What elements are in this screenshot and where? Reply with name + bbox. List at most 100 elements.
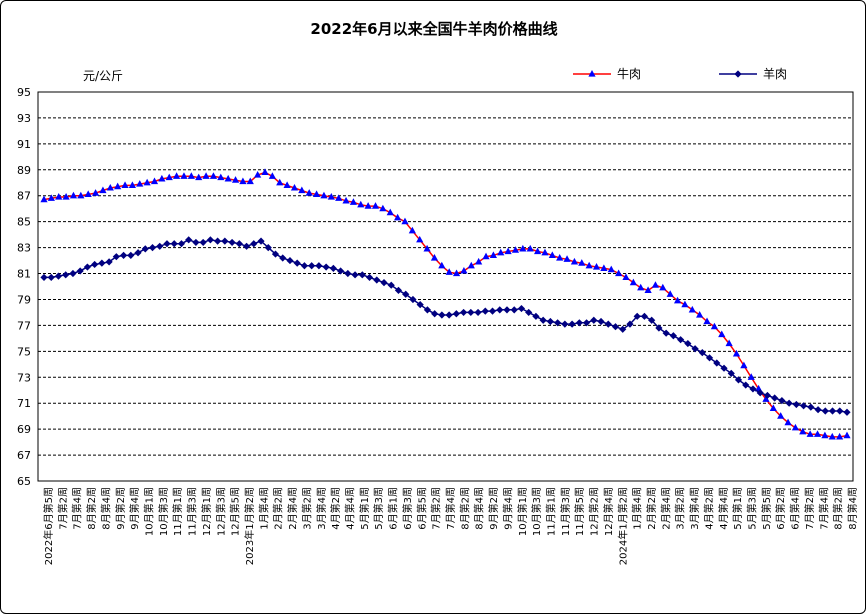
data-point-beef <box>681 300 689 308</box>
data-point-mutton <box>698 349 706 357</box>
data-point-mutton <box>373 276 381 284</box>
data-point-beef <box>55 193 63 200</box>
data-point-mutton <box>604 320 612 328</box>
data-point-beef <box>136 180 144 187</box>
data-point-beef <box>703 317 711 325</box>
data-point-beef <box>489 251 497 258</box>
data-point-beef <box>401 217 409 225</box>
data-point-beef <box>769 404 777 411</box>
data-point-mutton <box>771 394 779 402</box>
y-tick-label: 65 <box>17 475 31 488</box>
x-tick-label: 8月第2周 <box>85 487 98 530</box>
data-point-beef <box>371 202 380 209</box>
x-tick-label: 5月第1周 <box>731 487 744 530</box>
data-point-mutton <box>351 271 359 279</box>
x-tick-label: 9月第2周 <box>487 487 500 530</box>
data-point-mutton <box>431 310 439 318</box>
x-axis-ticks: 2022年6月第5周 7月第2周 7月第4周 8月第2周 8月第4周 9月第2周 9月第4周… <box>42 487 859 565</box>
data-point-mutton <box>821 407 829 415</box>
data-point-mutton <box>546 317 554 326</box>
data-point-mutton <box>828 407 837 415</box>
y-tick-label: 85 <box>17 216 31 229</box>
data-point-mutton <box>503 306 511 314</box>
x-tick-label: 5月第1周 <box>358 487 371 530</box>
y-tick-label: 69 <box>17 423 31 436</box>
y-tick-label: 89 <box>17 164 31 177</box>
data-point-mutton <box>836 407 844 415</box>
data-point-beef <box>254 170 262 178</box>
data-point-mutton <box>127 251 135 259</box>
data-point-mutton <box>105 258 113 266</box>
data-point-mutton <box>459 308 468 317</box>
data-point-beef <box>578 259 586 266</box>
data-point-beef <box>69 191 78 199</box>
data-point-mutton <box>640 312 649 320</box>
x-tick-label: 10月第3周 <box>157 487 170 536</box>
data-point-mutton <box>517 304 526 313</box>
data-point-mutton <box>271 250 280 258</box>
data-point-beef <box>659 283 667 291</box>
x-tick-label: 12月第3周 <box>214 487 227 536</box>
data-point-mutton <box>199 238 207 247</box>
x-tick-label: 8月第2周 <box>458 487 471 530</box>
data-point-mutton <box>467 308 475 317</box>
data-point-beef <box>644 286 652 293</box>
legend-marker-diamond <box>734 70 742 78</box>
data-point-beef <box>673 296 682 304</box>
x-tick-label: 8月第4周 <box>473 487 486 530</box>
data-point-mutton <box>749 385 757 393</box>
data-point-mutton <box>358 271 366 279</box>
data-point-mutton <box>185 236 193 244</box>
x-tick-label: 3月第4周 <box>315 487 328 530</box>
x-tick-label: 11月第1周 <box>545 487 558 536</box>
y-tick-label: 83 <box>17 242 31 255</box>
data-point-mutton <box>655 324 663 332</box>
data-point-beef <box>511 246 520 253</box>
data-point-beef <box>504 247 512 255</box>
x-tick-label: 10月第1周 <box>143 487 156 536</box>
data-point-beef <box>312 190 321 198</box>
data-point-beef <box>526 244 534 252</box>
x-tick-label: 8月第4周 <box>99 487 112 530</box>
y-tick-label: 67 <box>17 449 31 462</box>
data-point-beef <box>143 178 151 186</box>
x-tick-label: 6月第1周 <box>387 487 400 530</box>
data-point-mutton <box>54 272 63 280</box>
data-point-mutton <box>112 253 120 261</box>
data-point-beef <box>40 195 48 203</box>
data-point-mutton <box>40 273 48 282</box>
data-point-mutton <box>423 306 432 314</box>
data-point-beef <box>180 172 188 179</box>
y-tick-label: 81 <box>17 268 31 281</box>
data-point-mutton <box>554 319 562 327</box>
data-point-beef <box>541 248 549 256</box>
data-point-mutton <box>228 238 236 247</box>
x-tick-label: 2月第2周 <box>272 487 285 530</box>
x-tick-label: 10月第3周 <box>530 487 543 536</box>
x-tick-label: 8月第4周 <box>846 487 859 530</box>
data-point-beef <box>349 198 358 205</box>
data-point-mutton <box>481 307 489 315</box>
data-point-mutton <box>582 319 591 327</box>
data-point-mutton <box>322 263 330 271</box>
data-point-beef <box>342 196 350 204</box>
data-point-beef <box>556 253 564 261</box>
data-point-beef <box>497 248 505 256</box>
data-point-mutton <box>286 256 294 265</box>
data-point-mutton <box>293 259 301 267</box>
data-point-mutton <box>134 249 142 257</box>
data-point-mutton <box>264 244 272 252</box>
data-point-mutton <box>163 240 171 248</box>
data-point-mutton <box>648 316 656 324</box>
data-point-beef <box>791 423 800 431</box>
x-tick-label: 11月第1周 <box>171 487 184 536</box>
data-point-mutton <box>792 400 800 409</box>
x-tick-label: 4月第4周 <box>717 487 730 530</box>
data-point-mutton <box>438 311 446 319</box>
data-point-mutton <box>329 264 337 272</box>
data-point-beef <box>150 177 159 185</box>
legend-marker-triangle <box>588 70 596 77</box>
data-point-beef <box>290 183 299 191</box>
data-point-mutton <box>76 267 84 275</box>
